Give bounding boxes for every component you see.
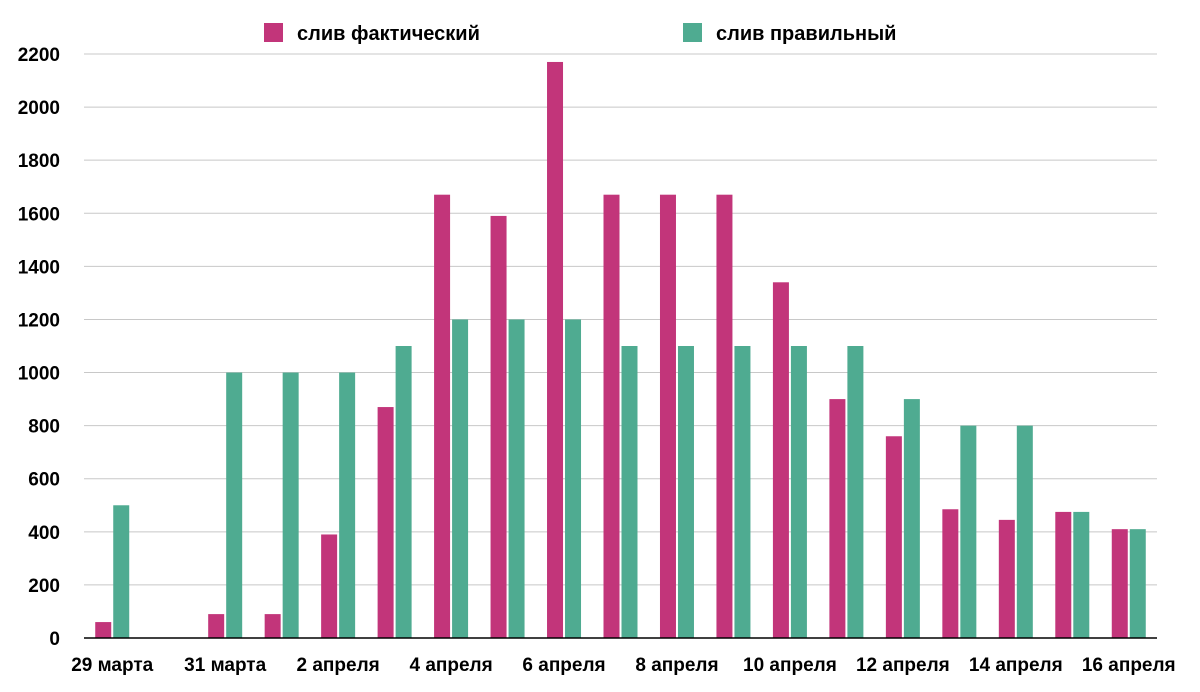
bar-actual-3 <box>264 614 281 638</box>
x-axis-tick-labels: 29 марта 31 марта 2 апреля 4 апреля 6 апреля… <box>71 655 1175 676</box>
bar-actual-11 <box>716 194 733 638</box>
bar-correct-8 <box>565 319 582 638</box>
x-tick-label-6: 4 апреля <box>409 655 492 676</box>
bar-actual-6 <box>434 194 451 638</box>
bar-correct-12 <box>790 346 807 638</box>
x-tick-label-4: 2 апреля <box>297 655 380 676</box>
bar-correct-4 <box>339 372 356 638</box>
bar-correct-3 <box>282 372 299 638</box>
bar-correct-15 <box>960 425 977 638</box>
bar-actual-14 <box>885 436 902 638</box>
bar-correct-16 <box>1016 425 1033 638</box>
bar-correct-9 <box>621 346 638 638</box>
bar-actual-5 <box>377 407 394 638</box>
bar-correct-10 <box>677 346 694 638</box>
bar-correct-13 <box>847 346 864 638</box>
bar-actual-4 <box>321 534 338 638</box>
bar-correct-11 <box>734 346 751 638</box>
y-tick-label-1200: 1200 <box>18 310 60 331</box>
bar-correct-17 <box>1073 511 1090 638</box>
x-tick-label-0: 29 марта <box>71 655 153 676</box>
bar-actual-13 <box>829 399 846 638</box>
legend-swatch-correct <box>683 23 702 42</box>
y-tick-label-1000: 1000 <box>18 364 60 385</box>
bar-correct-6 <box>452 319 469 638</box>
gridlines <box>84 53 1157 586</box>
x-tick-label-12: 10 апреля <box>743 655 837 676</box>
bar-correct-18 <box>1129 529 1146 638</box>
bar-correct-2 <box>226 372 243 638</box>
y-tick-label-200: 200 <box>28 576 60 597</box>
y-tick-label-1800: 1800 <box>18 151 60 172</box>
bar-actual-12 <box>772 282 789 638</box>
bar-correct-7 <box>508 319 525 638</box>
bar-actual-18 <box>1111 529 1128 638</box>
bar-correct-5 <box>395 346 412 638</box>
bar-actual-10 <box>659 194 676 638</box>
legend-swatch-actual <box>264 23 283 42</box>
bar-correct-0 <box>113 505 130 638</box>
y-tick-label-1400: 1400 <box>18 257 60 278</box>
bar-actual-2 <box>208 614 225 638</box>
y-tick-label-800: 800 <box>28 417 60 438</box>
legend: слив фактический слив правильный <box>264 23 896 45</box>
x-tick-label-16: 14 апреля <box>969 655 1063 676</box>
bar-actual-9 <box>603 194 620 638</box>
x-tick-label-10: 8 апреля <box>635 655 718 676</box>
y-tick-label-2200: 2200 <box>18 45 60 66</box>
x-tick-label-2: 31 марта <box>184 655 266 676</box>
y-tick-label-2000: 2000 <box>18 98 60 119</box>
x-tick-label-14: 12 апреля <box>856 655 950 676</box>
x-tick-label-8: 6 апреля <box>522 655 605 676</box>
bar-actual-16 <box>998 519 1015 638</box>
bar-actual-17 <box>1055 511 1072 638</box>
y-tick-label-400: 400 <box>28 523 60 544</box>
bars <box>95 61 1146 639</box>
bar-correct-14 <box>903 399 920 638</box>
y-tick-label-0: 0 <box>49 629 60 650</box>
legend-label-actual: слив фактический <box>297 23 480 45</box>
y-axis-tick-labels: 0 200 400 600 800 1000 1200 1400 1600 1800 2000 220… <box>18 45 60 650</box>
y-tick-label-1600: 1600 <box>18 204 60 225</box>
bar-actual-8 <box>547 61 564 639</box>
bar-actual-7 <box>490 215 507 638</box>
x-tick-label-18: 16 апреля <box>1082 655 1176 676</box>
legend-label-correct: слив правильный <box>716 23 896 45</box>
y-tick-label-600: 600 <box>28 470 60 491</box>
bar-actual-15 <box>942 509 959 638</box>
bar-actual-0 <box>95 622 112 638</box>
